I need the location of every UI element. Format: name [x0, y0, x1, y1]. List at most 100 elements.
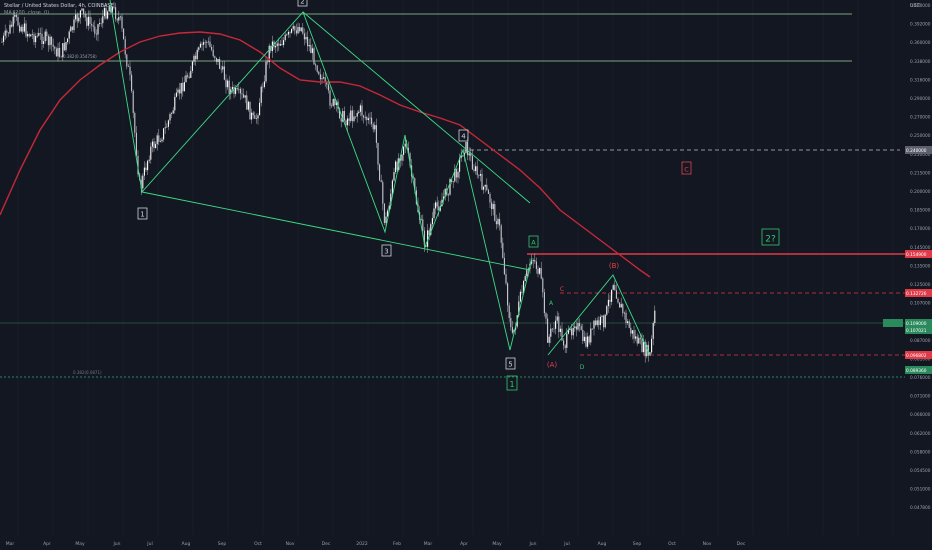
candle-body	[436, 202, 438, 207]
candle-body	[321, 78, 323, 80]
candle-body	[148, 159, 150, 161]
candle-body	[348, 118, 350, 121]
candle-body	[542, 278, 544, 293]
candle-body	[95, 33, 97, 35]
candle-body	[537, 268, 539, 274]
candle-body	[76, 14, 78, 22]
candle-body	[646, 344, 648, 357]
candle-body	[6, 30, 8, 33]
candle-body	[27, 34, 29, 37]
candle-body	[628, 321, 630, 328]
wave-path-main	[109, 0, 533, 351]
candle-body	[180, 82, 182, 94]
candle-body	[211, 46, 213, 50]
price-tick-label: 0.392000	[910, 22, 931, 28]
price-tag-now-bg	[905, 319, 932, 327]
candle-body	[308, 45, 310, 47]
candle-body	[625, 312, 627, 323]
candle-body	[207, 41, 209, 43]
candle-body	[575, 326, 577, 330]
candle-body	[155, 144, 157, 149]
price-tag-mid: 0.132726	[906, 291, 927, 297]
candle-body	[118, 17, 120, 21]
candle-body	[460, 155, 462, 158]
candle-body	[276, 43, 278, 46]
time-tick-label: Aug	[182, 541, 191, 547]
time-tick-label: Nov	[703, 541, 712, 547]
candle-body	[428, 230, 430, 235]
price-tick-label: 0.066000	[910, 412, 931, 418]
candle-body	[257, 115, 259, 119]
candle-body	[115, 7, 117, 20]
candle-body	[217, 58, 219, 62]
wave-label-C: C	[684, 165, 689, 173]
candle-body	[334, 98, 336, 105]
price-tick-label: 0.135000	[910, 263, 931, 269]
candle-body	[580, 326, 582, 331]
price-tick-label: 0.058000	[910, 449, 931, 455]
candle-body	[244, 95, 246, 98]
time-tick-label: Aug	[598, 541, 607, 547]
candle-body	[55, 48, 57, 57]
candle-body	[447, 194, 449, 196]
candle-body	[359, 105, 361, 112]
price-tick-label: 0.270000	[910, 115, 931, 121]
candle-body	[607, 299, 609, 307]
candle-body	[366, 117, 368, 120]
price-tag-upper: 0.240000	[906, 148, 927, 154]
candle-body	[407, 147, 409, 154]
candle-body	[60, 56, 62, 58]
candle-body	[287, 31, 289, 35]
time-tick-label: Apr	[460, 541, 468, 547]
candle-body	[654, 310, 656, 323]
candle-body	[638, 337, 640, 344]
candle-body	[390, 193, 392, 206]
candle-body	[404, 143, 406, 147]
candle-body	[38, 33, 40, 36]
candle-body	[254, 115, 256, 119]
price-tag-bottom-bg	[905, 366, 932, 374]
candle-body	[206, 42, 208, 43]
candle-body	[335, 101, 337, 105]
candle-body	[519, 291, 521, 302]
candle-body	[3, 35, 5, 42]
candle-body	[343, 111, 345, 121]
candle-body	[423, 230, 425, 246]
candle-body	[635, 336, 637, 339]
candle-body	[275, 45, 277, 48]
candle-body	[292, 26, 294, 29]
candle-body	[247, 101, 249, 110]
wave-label-red-C: C	[560, 286, 564, 293]
time-tick-label: Apr	[43, 541, 51, 547]
candle-body	[619, 302, 621, 308]
symbol-line: Stellar / United States Dollar, 4h, COIN…	[4, 3, 114, 9]
candle-body	[590, 328, 592, 343]
time-tick-label: Jun	[112, 541, 120, 547]
candle-body	[617, 298, 619, 303]
candle-body	[643, 341, 645, 353]
candle-body	[313, 48, 315, 65]
candle-body	[286, 34, 288, 36]
indicator-line: MA (200, close, 0)	[4, 10, 50, 16]
candle-body	[158, 135, 160, 142]
candle-body	[67, 38, 69, 43]
candle-body	[123, 28, 125, 40]
candle-body	[526, 270, 528, 277]
candle-body	[473, 169, 475, 171]
candle-body	[91, 23, 93, 26]
grid	[17, 0, 894, 535]
level-label: 0.382(0.0871)	[73, 370, 102, 375]
price-tick-label: 0.185000	[910, 208, 931, 214]
candle-body	[124, 39, 126, 55]
candle-body	[105, 8, 107, 19]
candle-body	[195, 55, 197, 60]
candle-body	[142, 175, 144, 189]
candle-body	[44, 31, 46, 42]
candle-body	[543, 292, 545, 314]
candle-body	[236, 88, 238, 90]
candle-body	[567, 330, 569, 334]
candle-body	[235, 88, 237, 94]
candle-body	[374, 125, 376, 130]
